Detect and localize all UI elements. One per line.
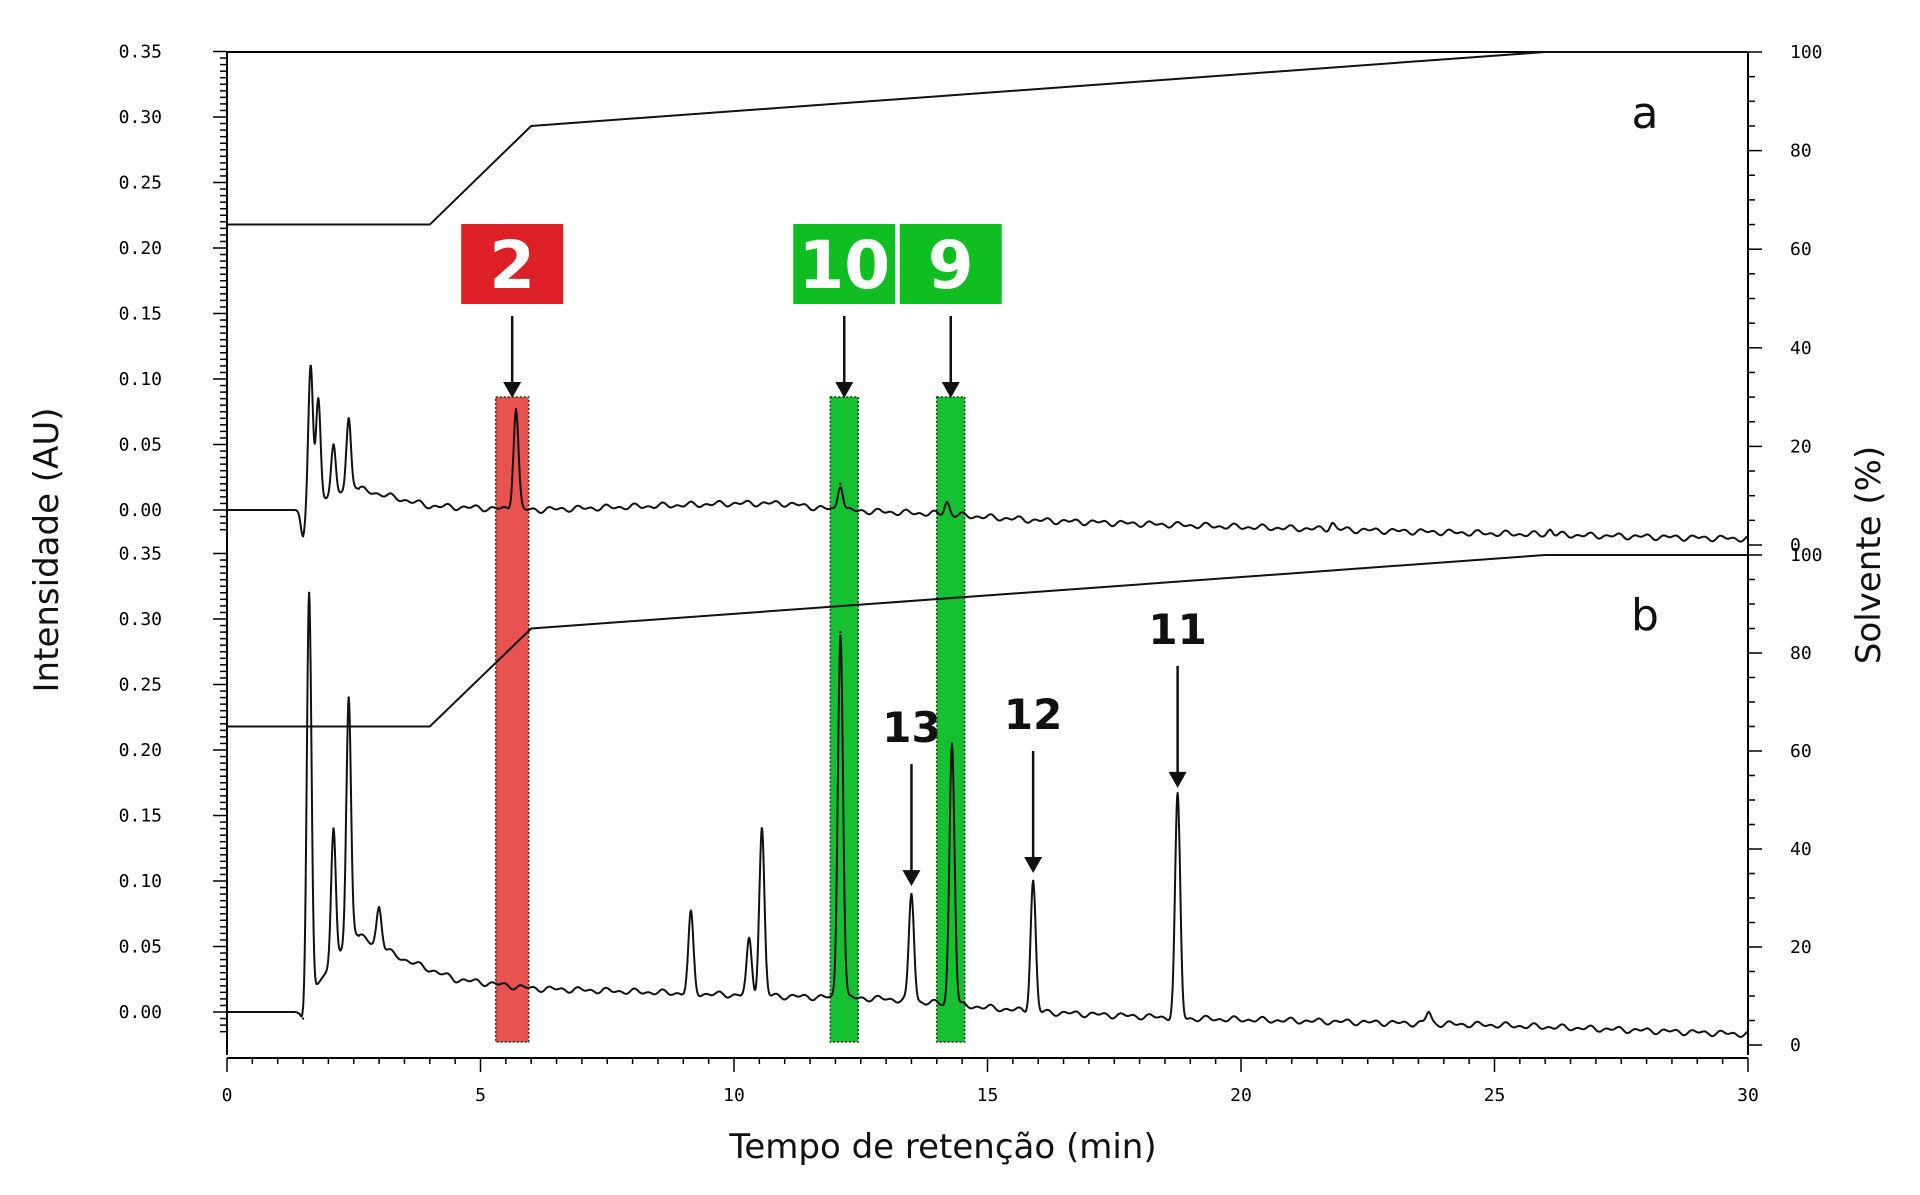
y-left-tick-label: 0.25 (119, 675, 162, 696)
y-right-tick-label: 20 (1790, 436, 1812, 457)
arrowhead-10 (835, 382, 854, 398)
y-left-tick-label: 0.00 (119, 1002, 162, 1023)
x-tick-label: 20 (1230, 1085, 1252, 1106)
peak-point-b (950, 742, 954, 745)
y-left-tick-label: 0.20 (119, 238, 162, 259)
peak-point-b (347, 696, 350, 699)
y-left-tick-label: 0.20 (119, 740, 162, 761)
solvent-gradient-line-a (227, 51, 1748, 226)
y-left-tick-label: 0.05 (119, 937, 162, 958)
x-tick-label: 25 (1484, 1085, 1506, 1106)
highlight-band-9 (936, 396, 966, 1043)
peak-point-a (347, 417, 350, 420)
y-axis-left-title: Intensidade (AU) (27, 408, 67, 693)
y-right-tick-label: 0 (1790, 1035, 1801, 1056)
peak-point-b (1427, 1010, 1430, 1014)
y-right-tick-label: 0 (1790, 535, 1801, 556)
arrowhead-9 (941, 382, 960, 398)
peak-point-a (839, 482, 842, 485)
annotation-arrowhead-13 (902, 870, 921, 887)
chromatogram-trace-b (226, 592, 1749, 1038)
label-box-text-10: 10 (798, 227, 890, 304)
y-right-tick-label: 80 (1790, 643, 1812, 664)
annotation-label-13: 13 (882, 703, 940, 752)
y-right-tick-label: 80 (1790, 141, 1812, 162)
x-tick-label: 10 (723, 1085, 745, 1106)
peak-point-a (1331, 521, 1334, 525)
y-right-tick-label: 60 (1790, 741, 1812, 762)
annotation-arrowhead-12 (1024, 857, 1043, 873)
y-left-tick-label: 0.10 (119, 871, 162, 892)
panel-label-b: b (1631, 590, 1659, 641)
y-left-tick-label: 0.05 (119, 435, 162, 456)
y-left-tick-label: 0.25 (119, 173, 162, 194)
y-left-tick-label: 0.30 (119, 609, 162, 630)
axes (226, 51, 1749, 1059)
peak-point-b (332, 827, 335, 830)
y-axis-right-title: Solvente (%) (1849, 446, 1889, 664)
peak-point-a (1549, 528, 1552, 531)
y-left-tick-label: 0.30 (119, 107, 162, 128)
chromatogram-trace-a (226, 364, 1749, 543)
x-tick-label: 5 (475, 1085, 486, 1106)
y-right-tick-label: 20 (1790, 937, 1812, 958)
y-left-tick-label: 0.15 (119, 806, 162, 827)
panel-label-a: a (1632, 88, 1659, 139)
label-box-text-9: 9 (928, 227, 974, 304)
annotation-label-12: 12 (1004, 690, 1062, 739)
label-box-9 (899, 224, 1002, 304)
arrowhead-2 (503, 382, 522, 398)
solvent-gradient-line-b (227, 554, 1748, 728)
y-right-tick-label: 100 (1790, 42, 1823, 63)
annotation-label-11: 11 (1148, 605, 1206, 654)
peak-point-b (760, 827, 764, 830)
y-left-tick-label: 0.35 (119, 42, 162, 63)
peak-point-b (307, 591, 311, 594)
y-left-tick-label: 0.35 (119, 544, 162, 565)
peak-point-a (301, 535, 305, 538)
peak-point-a (332, 443, 335, 446)
label-box-2 (461, 224, 564, 304)
peak-point-a (317, 397, 320, 400)
axis-tick-labels: 0 5 10 15 20 25 300.000.050.100.150.200.250.30… (119, 42, 1823, 1107)
y-right-tick-label: 40 (1790, 338, 1812, 359)
x-tick-label: 15 (977, 1085, 999, 1106)
y-right-tick-label: 40 (1790, 839, 1812, 860)
label-box-text-2: 2 (489, 227, 535, 304)
y-right-tick-label: 100 (1790, 545, 1823, 566)
y-right-tick-label: 60 (1790, 239, 1812, 260)
annotations: 2 10 9 13 12 11 (461, 224, 1207, 887)
x-tick-label: 0 (222, 1085, 233, 1106)
y-left-tick-label: 0.10 (119, 369, 162, 390)
label-box-10 (793, 224, 896, 304)
axis-ticks (213, 50, 1762, 1072)
traces (226, 51, 1749, 1038)
peak-point-a (945, 500, 949, 504)
peak-point-b (377, 906, 381, 909)
x-tick-label: 30 (1737, 1085, 1759, 1106)
x-axis-title: Tempo de retenção (min) (728, 1127, 1156, 1167)
y-left-tick-label: 0.15 (119, 304, 162, 325)
peak-point-b (1176, 794, 1179, 798)
peak-point-a (309, 364, 312, 368)
peak-point-a (514, 407, 518, 411)
peak-point-b (748, 938, 751, 942)
peak-point-b (839, 630, 842, 634)
peak-point-b (1031, 879, 1035, 883)
peak-point-b (301, 1017, 305, 1020)
y-left-tick-label: 0.00 (119, 500, 162, 521)
peak-point-b (689, 912, 693, 915)
annotation-arrowhead-11 (1168, 771, 1187, 788)
peak-point-b (910, 892, 913, 896)
